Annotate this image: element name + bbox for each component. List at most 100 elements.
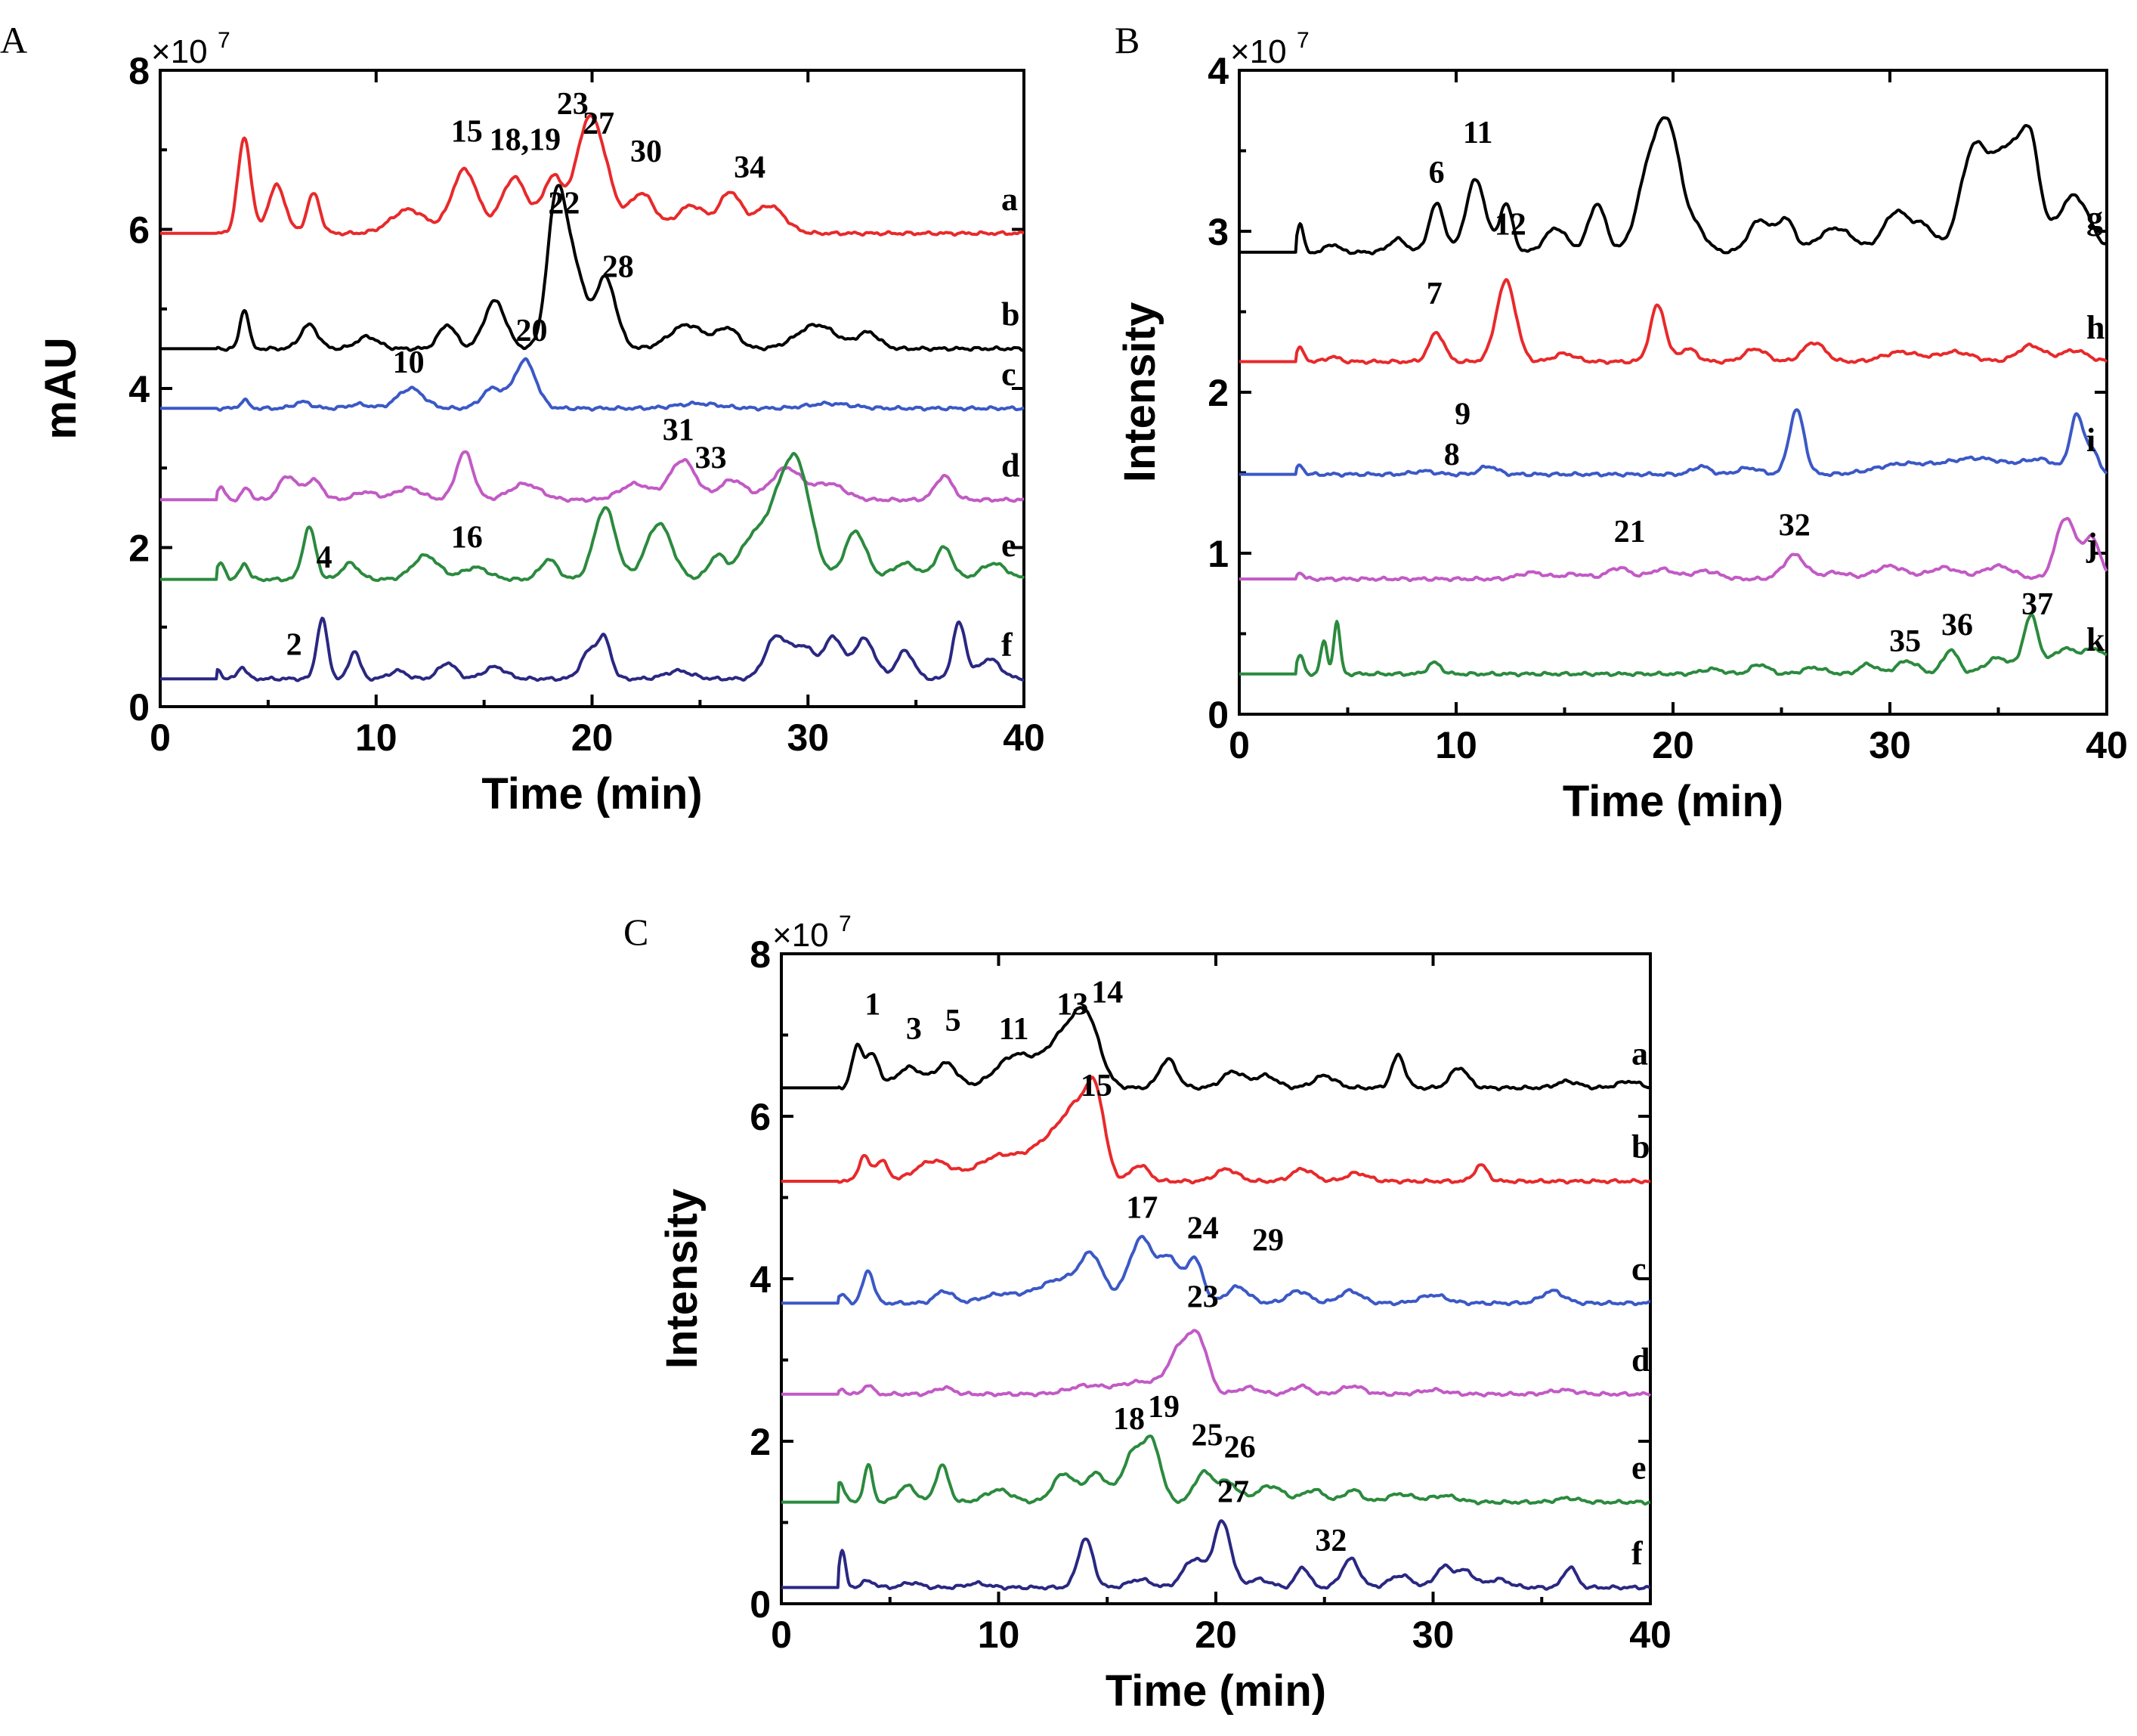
x-tick-label: 10 [1435, 724, 1477, 766]
plot-frame [780, 952, 1652, 1605]
x-tick-label: 30 [1869, 724, 1911, 766]
peak-label: 19 [1148, 1390, 1180, 1425]
x-tick-label: 20 [571, 716, 614, 759]
scale-factor: ×10 [772, 917, 829, 954]
peak-label: 31 [663, 413, 694, 447]
trace-tag: f [1001, 627, 1013, 664]
peak-label: 12 [1495, 207, 1526, 242]
trace-tag: c [1631, 1250, 1647, 1287]
trace-g [1239, 116, 2108, 255]
y-tick-label: 8 [128, 50, 150, 92]
peak-label: 27 [1217, 1475, 1249, 1510]
peak-label: 14 [1091, 976, 1123, 1010]
trace-d [781, 1329, 1652, 1398]
trace-tag: j [2086, 526, 2098, 563]
y-tick-label: 4 [1208, 50, 1229, 92]
peak-label: 21 [1614, 515, 1646, 549]
plot-frame [159, 69, 1025, 708]
x-tick-label: 0 [771, 1614, 792, 1656]
peak-label: 15 [451, 115, 483, 150]
scale-exponent: 7 [218, 28, 230, 53]
trace-tag: e [1001, 527, 1016, 564]
peak-label: 6 [1429, 156, 1445, 190]
x-tick-label: 20 [1195, 1614, 1237, 1656]
y-tick-label: 4 [128, 368, 150, 410]
y-tick-label: 3 [1208, 211, 1229, 253]
peak-label: 33 [695, 441, 727, 475]
trace-j [1239, 517, 2108, 583]
trace-a [781, 1006, 1651, 1091]
y-tick-label: 2 [1208, 372, 1229, 414]
x-tick-label: 10 [978, 1614, 1020, 1656]
trace-b [159, 184, 1025, 352]
panel-a: A 0 10 20 30 40 0 2 4 6 8 ×10 7 Time (min) mAU a 15 18,19… [0, 19, 1045, 818]
y-tick-label: 6 [750, 1096, 771, 1138]
trace-e [781, 1434, 1651, 1506]
peak-label: 37 [2021, 587, 2053, 622]
peak-label: 32 [1779, 509, 1811, 543]
trace-tag: g [2086, 200, 2103, 237]
peak-label: 26 [1224, 1431, 1256, 1465]
peak-label: 28 [602, 250, 634, 285]
trace-tag: b [1001, 296, 1019, 333]
peak-label: 5 [945, 1004, 961, 1038]
y-axis-title: mAU [36, 337, 85, 439]
x-axis-title: Time (min) [1106, 1666, 1326, 1716]
trace-k [1239, 613, 2108, 678]
scale-factor: ×10 [1230, 33, 1287, 70]
peak-label: 13 [1056, 988, 1088, 1023]
y-axis-title: Intensity [657, 1189, 707, 1369]
peak-label: 25 [1192, 1418, 1223, 1453]
peak-label: 18 [1113, 1402, 1145, 1437]
panel-letter: B [1115, 19, 1140, 61]
x-tick-label: 10 [355, 716, 397, 759]
peak-label: 30 [630, 135, 662, 169]
trace-f [781, 1519, 1651, 1591]
peak-label: 35 [1889, 624, 1921, 659]
trace-tag: b [1631, 1128, 1650, 1165]
peak-label: 10 [393, 345, 425, 380]
peak-label: 29 [1252, 1223, 1284, 1258]
peak-label: 27 [583, 107, 614, 141]
trace-tag: h [2086, 309, 2105, 346]
trace-tag: k [2086, 621, 2105, 658]
x-tick-label: 40 [1629, 1614, 1672, 1656]
x-tick-label: 0 [1229, 724, 1250, 766]
trace-tag: d [1001, 447, 1019, 484]
trace-d [159, 450, 1025, 503]
x-tick-label: 20 [1652, 724, 1694, 766]
peak-label: 7 [1427, 277, 1443, 311]
trace-tag: d [1631, 1341, 1650, 1379]
x-tick-label: 30 [1412, 1614, 1455, 1656]
trace-h [1239, 278, 2108, 365]
y-tick-label: 0 [750, 1583, 771, 1626]
trace-b [781, 1075, 1651, 1185]
peak-label: 4 [317, 540, 332, 575]
x-tick-label: 0 [150, 716, 171, 759]
peak-label: 18,19 [490, 122, 561, 157]
y-tick-label: 2 [750, 1421, 771, 1463]
y-tick-label: 2 [128, 528, 150, 570]
trace-c [781, 1234, 1651, 1307]
peak-label: 32 [1315, 1524, 1347, 1558]
peak-label: 23 [1187, 1280, 1219, 1315]
trace-i [1239, 408, 2108, 478]
peak-label: 11 [1463, 116, 1493, 150]
trace-c [159, 357, 1025, 412]
y-tick-label: 4 [750, 1258, 771, 1301]
x-tick-label: 30 [787, 716, 829, 759]
y-tick-label: 8 [750, 933, 771, 976]
x-tick-label: 40 [2086, 724, 2128, 766]
y-tick-label: 0 [128, 686, 150, 729]
peak-label: 17 [1126, 1190, 1158, 1225]
trace-e [159, 451, 1025, 583]
peak-label: 34 [734, 150, 765, 185]
peak-label: 24 [1187, 1211, 1219, 1246]
plot-frame [1238, 69, 2108, 716]
peak-label: 11 [999, 1012, 1029, 1047]
trace-tag: i [2086, 422, 2095, 459]
y-tick-label: 6 [128, 209, 150, 252]
